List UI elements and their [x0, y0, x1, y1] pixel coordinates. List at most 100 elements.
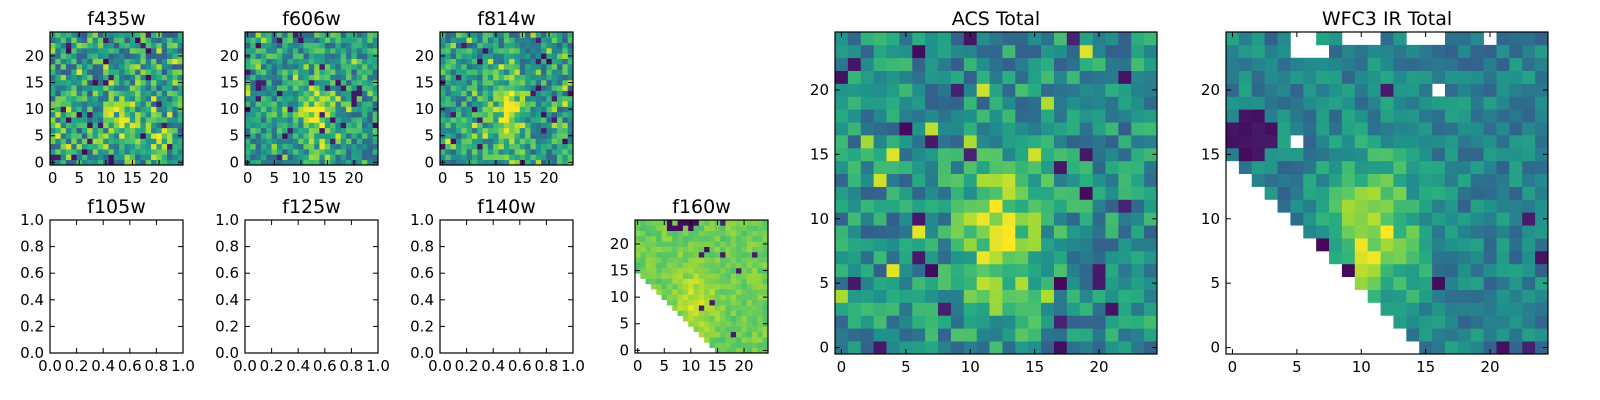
heatmap-cell	[498, 79, 505, 86]
heatmap-cell	[1092, 212, 1106, 226]
heatmap-cell	[308, 37, 315, 43]
heatmap-cell	[682, 273, 689, 279]
heatmap-cell	[1380, 83, 1394, 97]
heatmap-cell	[709, 310, 716, 317]
heatmap-cell	[1444, 32, 1459, 46]
heatmap-cell	[1329, 186, 1343, 200]
heatmap-cell	[493, 90, 499, 97]
heatmap-cell	[1470, 225, 1484, 239]
heatmap-cell	[482, 101, 489, 107]
heatmap-cell	[1483, 83, 1497, 97]
heatmap-cell	[367, 63, 374, 70]
heatmap-cell	[276, 32, 283, 38]
heatmap-cell	[135, 154, 141, 161]
heatmap-cell	[250, 154, 256, 161]
heatmap-cell	[656, 283, 662, 290]
heatmap-cell	[314, 69, 320, 75]
heatmap-cell	[65, 90, 72, 97]
heatmap-cell	[1264, 135, 1278, 149]
y-tick-label: 15	[25, 74, 44, 92]
heatmap-cell	[161, 143, 168, 150]
heatmap-cell	[1079, 341, 1093, 355]
heatmap-cell	[362, 117, 368, 123]
heatmap-cell	[1496, 96, 1510, 110]
heatmap-cell	[1444, 315, 1459, 329]
heatmap-cell	[725, 326, 732, 333]
heatmap-cell	[1053, 328, 1068, 342]
heatmap-cell	[1002, 289, 1016, 303]
heatmap-cell	[835, 212, 849, 226]
heatmap-cell	[688, 299, 694, 306]
heatmap-cell	[356, 53, 363, 59]
heatmap-cell	[1105, 44, 1119, 59]
heatmap-cell	[730, 220, 737, 226]
heatmap-cell	[135, 122, 141, 129]
heatmap-cell	[87, 32, 93, 38]
heatmap-cell	[97, 111, 104, 118]
heatmap-cell	[445, 58, 451, 65]
heatmap-cell	[1354, 238, 1369, 252]
heatmap-cell	[308, 138, 315, 145]
heatmap-cell	[720, 251, 726, 258]
heatmap-cell	[714, 294, 721, 301]
heatmap-cell	[720, 246, 726, 253]
heatmap-cell	[308, 53, 315, 59]
heatmap-cell	[1522, 289, 1536, 303]
heatmap-cell	[319, 133, 326, 139]
heatmap-cell	[372, 149, 379, 155]
heatmap-cell	[287, 85, 294, 91]
heatmap-cell	[1079, 302, 1093, 316]
heatmap-cell	[762, 326, 769, 333]
heatmap-cell	[1393, 122, 1407, 136]
heatmap-cell	[1341, 57, 1356, 71]
heatmap-cell	[672, 267, 678, 274]
heatmap-cell	[298, 111, 304, 118]
heatmap-cell	[1496, 263, 1510, 278]
heatmap-cell	[541, 63, 547, 70]
heatmap-cell	[963, 276, 978, 290]
heatmap-cell	[455, 138, 462, 145]
heatmap-cell	[60, 32, 67, 38]
heatmap-cell	[124, 53, 131, 59]
heatmap-cell	[1290, 96, 1304, 110]
heatmap-cell	[60, 159, 67, 166]
heatmap-cell	[314, 79, 320, 86]
heatmap-cell	[92, 133, 99, 139]
heatmap-cell	[351, 117, 358, 123]
heatmap-cell	[860, 147, 874, 162]
heatmap-cell	[519, 101, 526, 107]
heatmap-cell	[666, 278, 673, 285]
heatmap-cell	[525, 154, 531, 161]
heatmap-cell	[298, 138, 304, 145]
x-tick-label: 0.8	[339, 357, 363, 375]
heatmap-cell	[71, 149, 77, 155]
heatmap-cell	[65, 122, 72, 129]
heatmap-cell	[455, 74, 462, 81]
heatmap-cell	[81, 127, 88, 134]
heatmap-cell	[860, 57, 874, 71]
heatmap-cell	[314, 127, 320, 134]
heatmap-cell	[1028, 109, 1042, 123]
heatmap-cell	[367, 79, 374, 86]
heatmap-cell	[682, 299, 689, 306]
heatmap-cell	[714, 289, 721, 295]
heatmap-cell	[873, 302, 887, 316]
heatmap-cell	[461, 159, 467, 166]
heatmap-cell	[71, 58, 77, 65]
heatmap-cell	[698, 310, 705, 317]
heatmap-cell	[466, 149, 473, 155]
y-tick-label: 0.8	[410, 238, 434, 256]
heatmap-cell	[546, 138, 553, 145]
heatmap-cell	[156, 127, 163, 134]
heatmap-cell	[76, 69, 83, 75]
heatmap-cell	[156, 63, 163, 70]
heatmap-cell	[1457, 212, 1472, 226]
heatmap-cell	[245, 85, 251, 91]
heatmap-cell	[938, 32, 952, 46]
heatmap-cell	[519, 37, 526, 43]
heatmap-cell	[1483, 44, 1497, 59]
heatmap-cell	[530, 111, 537, 118]
heatmap-cell	[886, 135, 900, 149]
heatmap-cell	[1444, 212, 1459, 226]
heatmap-cell	[682, 225, 689, 231]
